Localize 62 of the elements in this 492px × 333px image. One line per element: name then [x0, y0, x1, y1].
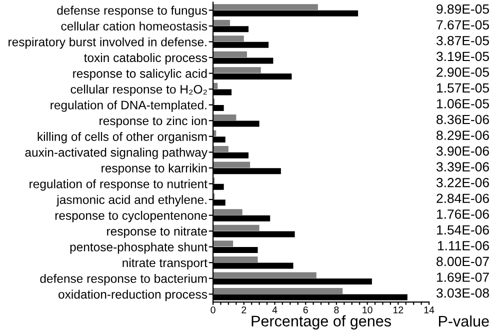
- y-tick-label: cellular cation homeostasis: [61, 22, 208, 31]
- bar: [213, 51, 247, 58]
- text: 3.39E-06: [436, 162, 489, 172]
- text: 2.84E-06: [436, 194, 489, 204]
- y-tick-label: cellular response to H₂O₂: [70, 84, 207, 96]
- text: 2.90E-05: [436, 68, 489, 77]
- text: 9.89E-05: [436, 4, 489, 14]
- y-tick-label: jasmonic acid and ethylene.: [56, 195, 206, 206]
- bar: [213, 240, 234, 247]
- text: 7.67E-05: [436, 20, 489, 30]
- x-tick-label: 14: [424, 306, 434, 314]
- y-tick-label: response to nitrate: [107, 226, 207, 238]
- text: 3.03E-08: [436, 288, 489, 298]
- text: 8.29E-06: [436, 130, 489, 140]
- bar: [213, 114, 236, 120]
- bar: [213, 67, 261, 74]
- x-tick-label: 4: [272, 306, 278, 314]
- y-tick-label: regulation of response to nutrient: [30, 179, 208, 191]
- x-tick-label: 12: [394, 306, 404, 314]
- y-tick-label: response to salicylic acid: [73, 68, 207, 80]
- bar: [213, 20, 230, 26]
- text: 1.76E-06: [437, 209, 489, 219]
- text: 1.11E-06: [438, 241, 489, 250]
- text: 3.19E-05: [436, 52, 489, 62]
- bar: [213, 224, 260, 231]
- text: 1.69E-07: [437, 272, 489, 282]
- y-tick-label: response to cyclopentenone: [55, 210, 207, 222]
- x-tick-label: 10: [362, 306, 372, 314]
- y-tick-label: response to karrikin: [102, 164, 207, 175]
- y-tick-label: toxin catabolic process: [84, 53, 208, 65]
- y-tick-label: killing of cells of other organism: [38, 132, 207, 144]
- x-tick-label: 2: [242, 306, 246, 314]
- y-tick-label: response to zinc ion: [100, 116, 207, 128]
- bar: [213, 36, 244, 42]
- y-tick-label: regulation of DNA-templated.: [50, 100, 206, 112]
- text: 3.90E-06: [436, 146, 489, 156]
- text: 8.36E-06: [436, 114, 489, 124]
- text: 1.06E-05: [437, 99, 489, 108]
- bar: [213, 209, 242, 216]
- bar: [213, 162, 250, 168]
- y-tick-label: respiratory burst involved in defense.: [8, 37, 206, 49]
- y-tick-label: defense response to fungus: [57, 6, 208, 18]
- bar: [213, 4, 318, 10]
- bar: [213, 256, 258, 262]
- y-tick-label: nitrate transport: [122, 258, 208, 270]
- y-tick-label: defense response to bacterium: [40, 274, 207, 286]
- text: P-value: [438, 315, 489, 327]
- text: 3.22E-06: [436, 178, 489, 188]
- bar: [213, 272, 316, 278]
- text: 3.87E-05: [436, 36, 489, 46]
- bar: [213, 146, 228, 152]
- text: 1.54E-06: [437, 225, 489, 235]
- x-tick-label: 0: [210, 306, 216, 314]
- y-tick-label: auxin-activated signaling pathway: [25, 148, 208, 160]
- x-axis-title: Percentage of genes: [252, 315, 391, 330]
- text: 8.00E-07: [436, 256, 489, 266]
- text: 1.57E-05: [437, 83, 489, 93]
- x-tick-label: 6: [303, 306, 308, 314]
- y-tick-label: pentose-phosphate shunt: [70, 242, 208, 254]
- x-tick-label: 8: [334, 306, 339, 314]
- y-tick-label: oxidation-reduction process: [58, 290, 208, 302]
- bar: [213, 288, 343, 294]
